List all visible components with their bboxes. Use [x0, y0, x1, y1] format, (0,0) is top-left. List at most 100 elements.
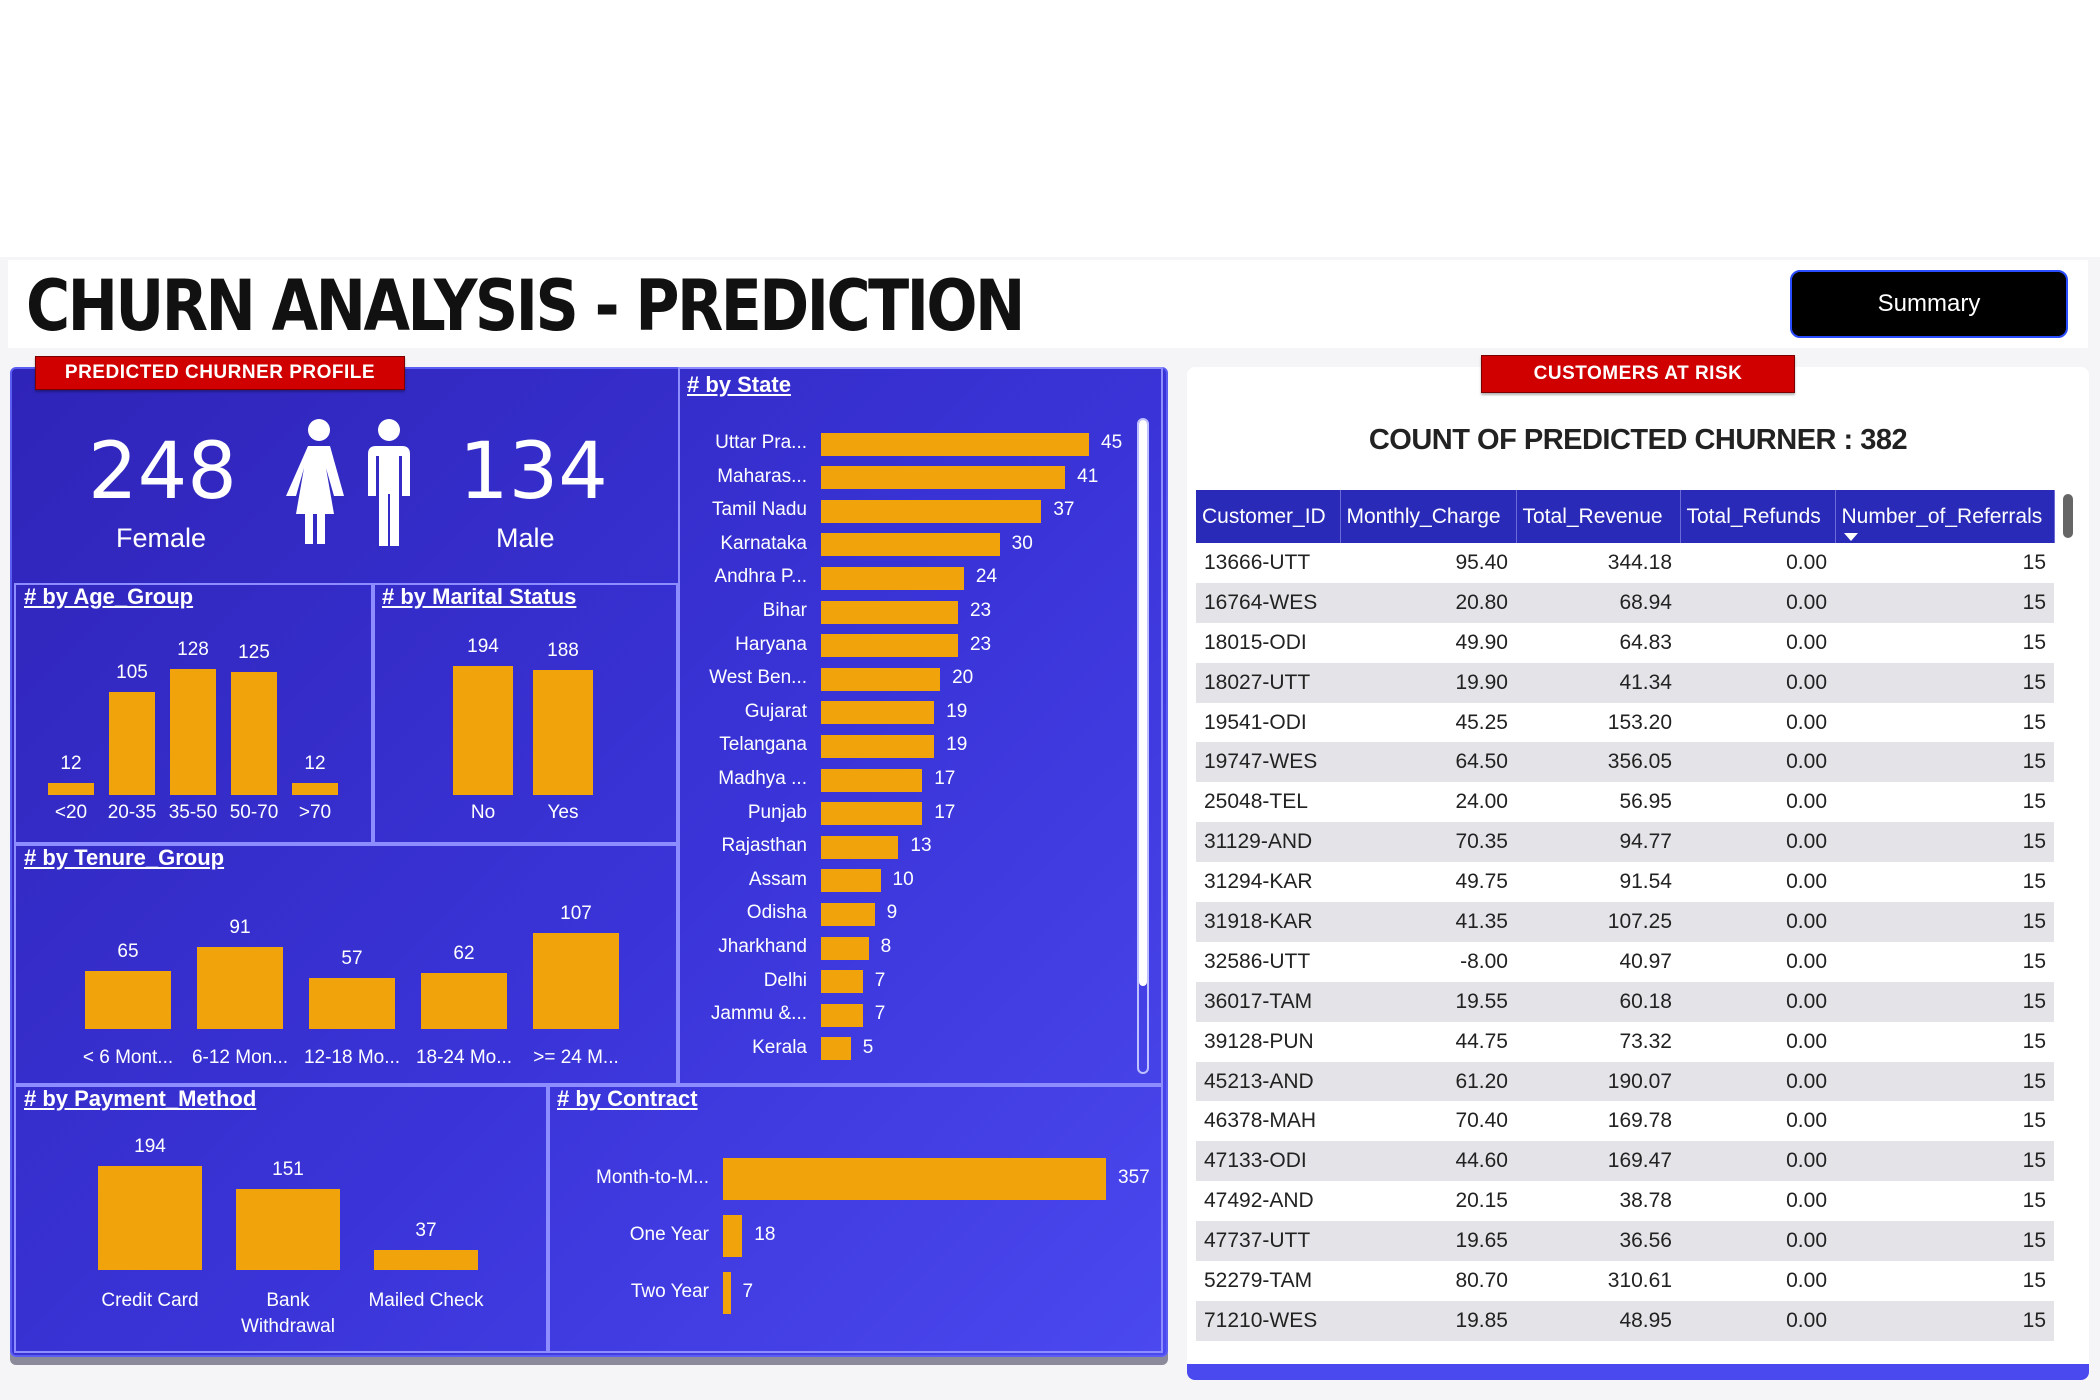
- state-category-label: Gujarat: [744, 700, 807, 722]
- state-chart-scroll-thumb[interactable]: [1139, 420, 1147, 986]
- table-cell: 15: [1835, 862, 2054, 903]
- state-bar: [821, 466, 1066, 490]
- table-row[interactable]: 18015-ODI 49.90 64.83 0.00 15: [1196, 622, 2054, 663]
- age-group-tile[interactable]: [14, 583, 373, 844]
- table-cell: 15: [1835, 1101, 2054, 1142]
- table-cell: 0.00: [1680, 1221, 1835, 1262]
- marital-status-tile[interactable]: [373, 583, 678, 844]
- table-cell: 24.00: [1340, 782, 1516, 823]
- table-cell: 44.75: [1340, 1021, 1516, 1062]
- table-cell: 49.90: [1340, 622, 1516, 663]
- tenure-bar: [533, 933, 619, 1029]
- table-cell: 47492-AND: [1196, 1181, 1340, 1222]
- table-cell: 16764-WES: [1196, 582, 1340, 623]
- table-row[interactable]: 47133-ODI 44.60 169.47 0.00 15: [1196, 1141, 2054, 1182]
- state-chart-scrollbar[interactable]: [1137, 418, 1149, 1074]
- table-row[interactable]: 31918-KAR 41.35 107.25 0.00 15: [1196, 902, 2054, 942]
- tenure-data-label: 107: [560, 903, 592, 924]
- contract-title: # by Contract: [557, 1086, 698, 1111]
- table-row[interactable]: 19541-ODI 45.25 153.20 0.00 15: [1196, 702, 2054, 743]
- table-cell: 47737-UTT: [1196, 1221, 1340, 1262]
- table-row[interactable]: 25048-TEL 24.00 56.95 0.00 15: [1196, 782, 2054, 823]
- table-cell: 15: [1835, 822, 2054, 863]
- contract-category-label: One Year: [629, 1224, 709, 1245]
- state-bar: [821, 566, 964, 590]
- customers-at-risk-ribbon: CUSTOMERS AT RISK: [1481, 355, 1795, 393]
- table-row[interactable]: 31294-KAR 49.75 91.54 0.00 15: [1196, 862, 2054, 903]
- state-tile[interactable]: [678, 367, 1163, 1085]
- contract-data-label: 7: [742, 1281, 754, 1302]
- table-cell: 15: [1835, 543, 2054, 583]
- table-cell: 20.15: [1340, 1181, 1516, 1222]
- column-header-total-revenue[interactable]: Total_Revenue: [1516, 490, 1681, 543]
- predicted-churner-count: COUNT OF PREDICTED CHURNER : 382: [1368, 424, 1908, 456]
- tenure-data-label: 62: [453, 943, 475, 965]
- table-cell: 60.18: [1516, 981, 1680, 1022]
- state-category-label: Uttar Pra...: [715, 432, 807, 453]
- column-header-monthly-charge[interactable]: Monthly_Charge: [1340, 490, 1517, 543]
- state-bar: [821, 600, 958, 624]
- table-scrollbar-thumb[interactable]: [2063, 494, 2073, 538]
- column-header-customer-id[interactable]: Customer_ID: [1196, 490, 1341, 543]
- state-bar: [821, 533, 1000, 557]
- state-category-label: Odisha: [746, 902, 807, 924]
- table-row[interactable]: 46378-MAH 70.40 169.78 0.00 15: [1196, 1101, 2054, 1142]
- tenure-group-tile[interactable]: [14, 844, 678, 1085]
- table-row[interactable]: 31129-AND 70.35 94.77 0.00 15: [1196, 822, 2054, 863]
- table-cell: 19.85: [1340, 1300, 1516, 1341]
- table-cell: 310.61: [1516, 1261, 1680, 1301]
- summary-button[interactable]: Summary: [1790, 270, 2068, 338]
- table-cell: 15: [1835, 742, 2054, 783]
- state-category-label: Punjab: [747, 801, 807, 823]
- table-cell: 36017-TAM: [1196, 981, 1340, 1022]
- table-row[interactable]: 47492-AND 20.15 38.78 0.00 15: [1196, 1181, 2054, 1222]
- age-bar: [48, 783, 94, 795]
- table-cell: 0.00: [1680, 902, 1835, 942]
- tenure-data-label: 91: [229, 917, 251, 939]
- contract-bar: [723, 1215, 743, 1257]
- column-header-number-of-referrals[interactable]: Number_of_Referrals: [1835, 490, 2055, 543]
- table-cell: 0.00: [1680, 702, 1835, 743]
- table-row[interactable]: 36017-TAM 19.55 60.18 0.00 15: [1196, 981, 2054, 1022]
- table-cell: 19.65: [1340, 1221, 1516, 1262]
- tenure-data-label: 65: [117, 940, 139, 962]
- state-data-label: 5: [862, 1036, 874, 1058]
- tenure-bar: [421, 973, 507, 1029]
- sort-descending-icon[interactable]: [1843, 533, 1858, 541]
- table-row[interactable]: 52279-TAM 80.70 310.61 0.00 15: [1196, 1261, 2054, 1301]
- header-bar: [8, 260, 2088, 348]
- tenure-category-label: < 6 Mont...: [82, 1047, 174, 1068]
- contract-tile[interactable]: [548, 1085, 1163, 1353]
- state-data-label: 45: [1101, 432, 1123, 453]
- table-row[interactable]: 19747-WES 64.50 356.05 0.00 15: [1196, 742, 2054, 783]
- payment-bar: [236, 1189, 340, 1270]
- table-cell: 18027-UTT: [1196, 662, 1340, 703]
- table-row[interactable]: 45213-AND 61.20 190.07 0.00 15: [1196, 1061, 2054, 1102]
- table-row[interactable]: 71210-WES 19.85 48.95 0.00 15: [1196, 1300, 2054, 1341]
- table-cell: 70.40: [1340, 1101, 1516, 1142]
- table-row[interactable]: 47737-UTT 19.65 36.56 0.00 15: [1196, 1221, 2054, 1262]
- payment-method-tile[interactable]: [14, 1085, 548, 1353]
- table-cell: 107.25: [1516, 902, 1680, 942]
- state-data-label: 23: [969, 633, 992, 655]
- table-cell: 19.90: [1340, 662, 1516, 703]
- table-cell: 39128-PUN: [1196, 1021, 1340, 1062]
- table-row[interactable]: 16764-WES 20.80 68.94 0.00 15: [1196, 582, 2054, 623]
- state-bar: [821, 802, 923, 826]
- table-row[interactable]: 32586-UTT -8.00 40.97 0.00 15: [1196, 941, 2054, 982]
- state-bar: [821, 970, 863, 994]
- column-header-total-refunds[interactable]: Total_Refunds: [1680, 490, 1836, 543]
- table-row[interactable]: 13666-UTT 95.40 344.18 0.00 15: [1196, 543, 2054, 583]
- state-bar: [821, 634, 958, 658]
- tenure-category-label: 12-18 Mo...: [303, 1047, 401, 1068]
- state-bar: [821, 835, 899, 859]
- table-cell: 64.83: [1516, 622, 1680, 663]
- table-row[interactable]: 39128-PUN 44.75 73.32 0.00 15: [1196, 1021, 2054, 1062]
- state-bar: [821, 432, 1089, 456]
- table-cell: 18015-ODI: [1196, 622, 1340, 663]
- table-cell: 0.00: [1680, 622, 1835, 663]
- table-row[interactable]: 18027-UTT 19.90 41.34 0.00 15: [1196, 662, 2054, 703]
- table-cell: 0.00: [1680, 1261, 1835, 1301]
- state-bar: [821, 1037, 851, 1061]
